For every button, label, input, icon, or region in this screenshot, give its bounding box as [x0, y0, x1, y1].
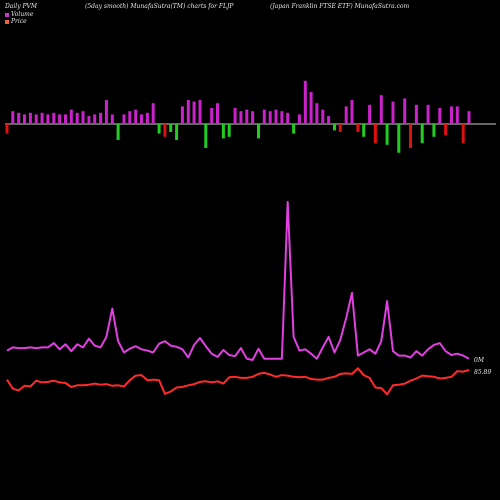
legend-price-label: Price [11, 18, 27, 25]
price-line [6, 367, 470, 396]
pvm-bar [175, 124, 179, 140]
pvm-bar [17, 112, 21, 124]
pvm-bar [455, 106, 459, 124]
pvm-bar [58, 114, 62, 124]
pvm-bar [397, 124, 401, 153]
pvm-bar [64, 114, 67, 124]
pvm-bar [99, 112, 103, 124]
pvm-bar [420, 124, 424, 144]
pvm-bar [46, 114, 50, 124]
pvm-bar [297, 114, 301, 124]
pvm-bar [140, 114, 143, 124]
pvm-bar [216, 103, 219, 124]
pvm-bar [239, 111, 243, 124]
pvm-bar [122, 114, 126, 124]
pvm-bar [373, 124, 377, 144]
pvm-bar [368, 104, 372, 124]
pvm-bar [227, 124, 231, 137]
pvm-bar [262, 109, 266, 124]
pvm-bar [432, 124, 436, 137]
legend-volume: Volume [5, 11, 33, 18]
pvm-bar [23, 114, 26, 124]
legend-volume-label: Volume [11, 11, 34, 18]
pvm-bar [438, 108, 442, 124]
pvm-bar [40, 112, 44, 124]
pvm-bar [327, 116, 331, 124]
legend-price: Price [5, 18, 27, 25]
legend-volume-swatch [5, 12, 9, 17]
pvm-bar [409, 124, 412, 148]
pvm-bar [157, 124, 161, 134]
pvm-bar [69, 109, 73, 124]
pvm-bar [245, 109, 249, 124]
pvm-bar [344, 106, 348, 124]
pvm-bar [192, 101, 196, 124]
pvm-bar [87, 116, 91, 124]
pvm-bar [292, 124, 296, 134]
pvm-bar [350, 100, 354, 124]
pvm-bar [151, 103, 155, 124]
pvm-bar [467, 111, 471, 124]
pvm-bar [385, 124, 389, 145]
volume-value-label: 0M [474, 357, 484, 364]
pvm-bar [251, 111, 255, 124]
pvm-bar [81, 111, 85, 124]
pvm-bar [210, 108, 214, 124]
price-value-label: 85.89 [474, 369, 492, 376]
pvm-bar [128, 111, 132, 124]
pvm-bar [233, 108, 237, 124]
legend-price-swatch [5, 19, 9, 24]
pvm-bar [379, 95, 383, 124]
pvm-bar [403, 98, 407, 124]
pvm-bar [391, 101, 395, 124]
pvm-bar [116, 124, 120, 140]
pvm-bar [145, 112, 149, 124]
pvm-bar [286, 112, 290, 124]
pvm-bar [186, 100, 190, 124]
pvm-bar [11, 111, 15, 124]
pvm-bar [461, 124, 465, 144]
header-left: Daily PVM [5, 3, 38, 10]
pvm-bar [414, 104, 418, 124]
pvm-bar [450, 106, 453, 124]
pvm-bar [268, 111, 272, 124]
volume-line [6, 201, 470, 361]
pvm-bar [52, 112, 56, 124]
pvm-bar [333, 124, 336, 131]
pvm-bar [321, 109, 325, 124]
pvm-bar [198, 100, 202, 124]
pvm-bar [356, 124, 360, 132]
pvm-bar [110, 114, 114, 124]
pvm-bar [104, 100, 108, 124]
pvm-bar [34, 114, 38, 124]
header-mid: (5day smooth) MunafaSutra(TM) charts for… [85, 3, 234, 10]
pvm-bar [315, 103, 319, 124]
pvm-bar [362, 124, 366, 137]
pvm-bar [169, 124, 173, 132]
pvm-bar [303, 80, 307, 124]
pvm-bar [338, 124, 342, 132]
pvm-bar [444, 124, 448, 136]
pvm-bar [134, 109, 138, 124]
pvm-bar [309, 92, 313, 124]
pvm-bar [163, 124, 167, 137]
pvm-bar [5, 124, 9, 134]
pvm-bar [426, 104, 430, 124]
pvm-bar [28, 112, 32, 124]
pvm-bar [280, 111, 284, 124]
pvm-bar [257, 124, 260, 139]
pvm-bar [204, 124, 208, 148]
pvm-bar [274, 109, 278, 124]
pvm-bar [180, 106, 184, 124]
header-right: (Japan Franklin FTSE ETF) MunafaSutra.co… [270, 3, 410, 10]
pvm-bar [75, 112, 79, 124]
pvm-bar [93, 114, 97, 124]
pvm-bar [221, 124, 225, 139]
